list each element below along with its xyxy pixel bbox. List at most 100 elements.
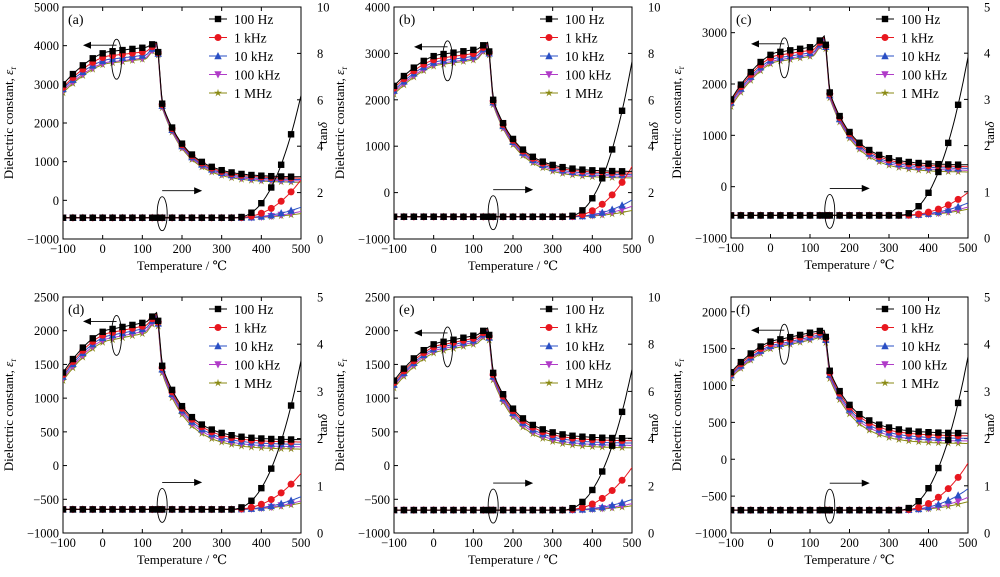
x-tick-label: 400 [252, 536, 271, 550]
y-tick-label: −1000 [358, 233, 390, 247]
tan-marker [277, 438, 285, 445]
tan-marker [806, 506, 814, 514]
tan-marker [410, 506, 418, 514]
y2-tick-label: 2 [984, 432, 990, 446]
tan-marker [258, 484, 265, 492]
tan-ellipse [156, 487, 168, 523]
y-tick-label: 2000 [34, 324, 59, 338]
y-tick-label: 1000 [702, 129, 727, 143]
eps-marker [155, 317, 162, 325]
y2-tick-label: 2 [984, 139, 990, 153]
eps-marker [569, 165, 576, 172]
legend-marker [214, 15, 222, 23]
legend-label: 1 MHz [565, 376, 603, 391]
tan-marker [618, 498, 626, 506]
legend-label: 10 kHz [565, 339, 604, 354]
y-tick-label: 3000 [702, 26, 727, 40]
eps-marker [529, 153, 537, 160]
y2-tick-label: 0 [317, 233, 323, 247]
tan-marker [257, 209, 265, 217]
eps-marker [129, 321, 136, 329]
y2-axis-label: tanδ [982, 413, 997, 436]
y-tick-label: −1000 [695, 527, 727, 541]
y-tick-label: −1000 [695, 232, 727, 246]
x-tick-label: −100 [50, 536, 76, 550]
legend-label: 100 Hz [901, 302, 940, 317]
tan-marker [450, 506, 457, 514]
eps-marker [836, 112, 843, 120]
x-tick-label: 500 [292, 536, 311, 550]
eps-marker [228, 432, 235, 439]
eps-marker [796, 331, 804, 339]
tan-marker [737, 506, 745, 514]
tan-marker [618, 201, 626, 209]
legend-marker [545, 34, 553, 41]
eps-marker [856, 410, 863, 418]
eps-marker [589, 167, 596, 174]
tan-marker [944, 485, 952, 493]
panel-label: (c) [736, 13, 752, 28]
series-group [63, 41, 301, 222]
tan-marker [238, 504, 245, 511]
y2-tick-label: 0 [648, 527, 654, 541]
y-tick-label: 500 [708, 416, 727, 430]
y-axis-label: Dielectric constant, εr [1, 67, 18, 179]
y-tick-label: 1000 [365, 140, 390, 154]
tan-marker [155, 506, 162, 513]
eps-marker [608, 434, 616, 442]
tan-marker [400, 506, 408, 514]
eps-marker [470, 332, 477, 339]
tan-marker [915, 203, 922, 210]
tan-marker [394, 213, 398, 220]
y2-tick-label: 2 [317, 432, 323, 446]
legend-marker [214, 324, 222, 331]
tan-marker [954, 498, 962, 506]
tan-marker [945, 139, 952, 147]
tan-marker [519, 213, 527, 220]
eps-marker [905, 158, 912, 166]
tan-marker [822, 212, 829, 219]
eps-marker [519, 146, 527, 153]
tan-marker [267, 495, 275, 503]
y2-tick-label: 5 [984, 291, 990, 305]
legend-marker [881, 71, 889, 79]
eps-marker [89, 335, 96, 342]
tan-marker [579, 207, 586, 214]
tan-marker [944, 205, 952, 213]
tan-marker [822, 506, 829, 514]
y-axis-label-text: Dielectric constant, [1, 367, 16, 471]
tan-marker [846, 506, 853, 514]
legend-marker [881, 324, 889, 331]
eps-marker [737, 358, 745, 366]
eps-marker [925, 160, 932, 167]
x-axis-label: Temperature / ℃ [468, 258, 558, 273]
tan-arrow-head [861, 184, 870, 192]
y-axis-label-subscript: r [8, 67, 18, 70]
eps-marker [945, 161, 952, 168]
eps-marker [885, 424, 893, 431]
y-axis-label-symbol: ε [332, 69, 347, 75]
eps-marker [737, 81, 745, 88]
panel-label: (d) [68, 303, 85, 318]
x-tick-label: 500 [623, 242, 642, 256]
eps-marker [277, 173, 285, 180]
tan-marker [277, 209, 285, 217]
eps-marker [826, 367, 833, 374]
tan-marker [519, 506, 527, 514]
eps-arrow-head [751, 326, 759, 334]
x-axis-label: Temperature / ℃ [804, 552, 894, 567]
x-tick-label: 0 [100, 536, 106, 550]
eps-marker [486, 48, 493, 55]
eps-marker [846, 401, 853, 409]
series-group [394, 327, 632, 515]
legend-label: 100 Hz [565, 12, 604, 27]
x-tick-label: 200 [840, 536, 859, 550]
y-axis-label: Dielectric constant, εr [669, 66, 686, 178]
eps-marker [787, 333, 794, 341]
tan-marker [826, 506, 833, 514]
y-axis-label-text: Dielectric constant, [669, 74, 684, 178]
eps-marker [954, 429, 962, 437]
x-tick-label: 100 [133, 242, 152, 256]
y2-tick-label: 1 [984, 479, 990, 493]
tan-marker [228, 506, 235, 513]
